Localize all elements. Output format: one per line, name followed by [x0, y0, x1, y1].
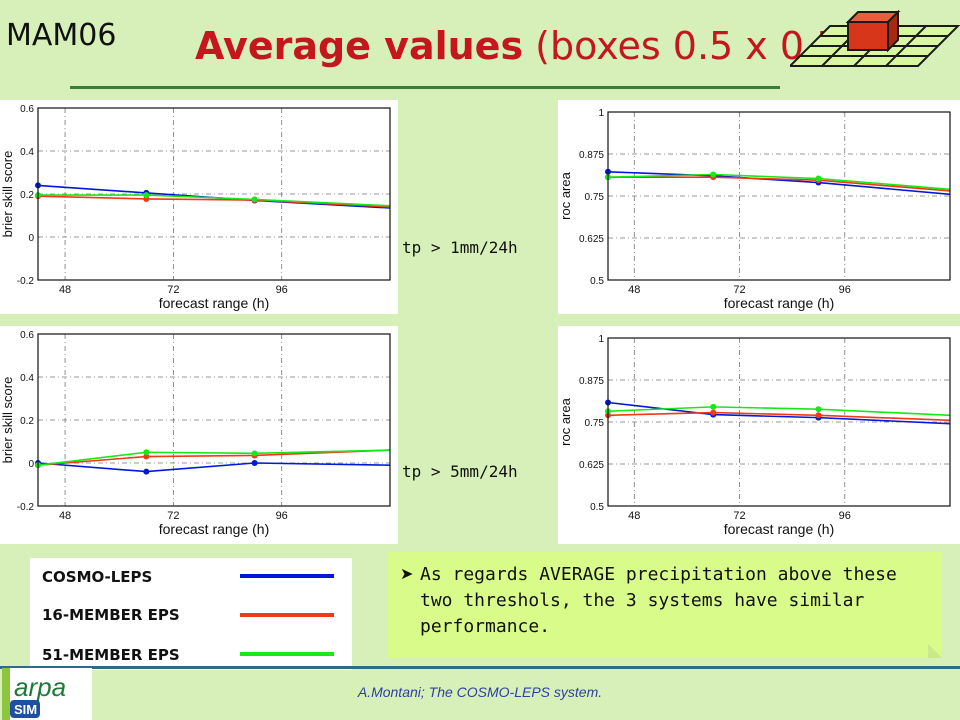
series-line-1 — [37, 195, 391, 208]
note-box: ➤ As regards AVERAGE precipitation above… — [388, 552, 942, 658]
legend-label-51-member-eps: 51-MEMBER EPS — [42, 646, 180, 664]
y-axis-label: roc area — [558, 171, 573, 219]
y-tick-label: 1 — [598, 108, 604, 119]
y-axis-label: roc area — [558, 397, 573, 445]
y-tick-label: 0.75 — [585, 192, 605, 203]
x-tick-label: 72 — [167, 510, 179, 522]
x-tick-label: 72 — [733, 284, 745, 296]
data-point — [710, 171, 717, 178]
plot-frame — [37, 333, 391, 507]
chart-panel-bss-1mm: -0.2 0 0.2 0.4 0.6 48 72 96 forecast range (h) br… — [0, 100, 398, 314]
chart-bss-5mm: -0.2 0 0.2 0.4 0.6 48 72 96 forecast range (h) br… — [0, 330, 391, 537]
y-tick-label: 0.6 — [20, 104, 34, 115]
chart-roc-5mm: 0.5 0.625 0.75 0.875 1 48 72 96 forecast range (… — [558, 334, 951, 537]
series-line-0 — [37, 462, 391, 473]
footer-credit: A.Montani; The COSMO-LEPS system. — [357, 684, 603, 700]
y-tick-label: 0.875 — [579, 376, 604, 387]
series-line-2 — [38, 194, 391, 207]
y-tick-label: 0.625 — [579, 234, 604, 245]
chart-roc-1mm: 0.5 0.625 0.75 0.875 1 48 72 96 forecast range (… — [558, 108, 951, 311]
threshold-label-5mm: tp > 5mm/24h — [402, 462, 518, 481]
y-tick-label: -0.2 — [17, 502, 35, 513]
y-tick-label: -0.2 — [17, 276, 35, 287]
data-point — [143, 449, 150, 456]
x-axis-label: forecast range (h) — [159, 521, 270, 537]
y-tick-label: 0.4 — [20, 147, 34, 158]
title-bold: Average values — [195, 24, 524, 68]
threshold-label-1mm: tp > 1mm/24h — [402, 238, 518, 257]
y-tick-label: 0.4 — [20, 373, 34, 384]
data-point — [815, 406, 822, 413]
data-point — [815, 412, 822, 419]
x-tick-label: 48 — [628, 284, 640, 296]
y-axis-label: brier skill score — [0, 151, 15, 238]
data-point — [251, 196, 258, 203]
legend: COSMO-LEPS 16-MEMBER EPS 51-MEMBER EPS — [30, 558, 352, 670]
series-line-2 — [607, 406, 951, 417]
data-point — [710, 403, 717, 410]
series-line-2 — [37, 449, 391, 466]
legend-line-51-member-eps — [240, 652, 334, 656]
series-line-1 — [607, 411, 951, 422]
x-axis-label: forecast range (h) — [159, 295, 270, 311]
y-tick-label: 0.6 — [20, 330, 34, 341]
slide-tag: MAM06 — [6, 18, 117, 53]
x-axis-label: forecast range (h) — [724, 521, 835, 537]
bullet-arrow-icon: ➤ — [400, 564, 414, 583]
y-tick-label: 0.5 — [590, 502, 604, 513]
data-point — [143, 192, 150, 199]
y-tick-label: 0.5 — [590, 276, 604, 287]
y-tick-label: 0.625 — [579, 460, 604, 471]
legend-label-cosmo-leps: COSMO-LEPS — [42, 568, 153, 586]
x-tick-label: 48 — [628, 510, 640, 522]
data-point — [251, 460, 258, 466]
grid-cube-icon — [790, 9, 960, 67]
plot-frame — [607, 111, 951, 281]
series-line-1 — [37, 449, 391, 466]
slide-title: Average values (boxes 0.5 x 0.5) — [195, 24, 855, 68]
footer-rule — [0, 666, 960, 669]
data-point — [710, 409, 717, 416]
y-axis-label: brier skill score — [0, 377, 15, 464]
page-fold-icon — [928, 644, 942, 658]
y-tick-label: 0.875 — [579, 150, 604, 161]
x-axis-label: forecast range (h) — [724, 295, 835, 311]
chart-panel-roc-1mm: 0.5 0.625 0.75 0.875 1 48 72 96 forecast range (… — [558, 100, 960, 314]
x-tick-label: 96 — [839, 284, 851, 296]
data-point — [143, 468, 150, 475]
x-tick-label: 96 — [276, 510, 288, 522]
y-tick-label: 0 — [28, 459, 34, 470]
chart-bss-1mm: -0.2 0 0.2 0.4 0.6 48 72 96 forecast range (h) br… — [0, 104, 391, 311]
y-tick-label: 1 — [598, 334, 604, 345]
data-point — [251, 450, 258, 457]
y-tick-label: 0 — [28, 233, 34, 244]
series-line-2 — [607, 173, 951, 191]
y-tick-label: 0.75 — [585, 418, 605, 429]
legend-line-cosmo-leps — [240, 574, 334, 578]
chart-panel-bss-5mm: -0.2 0 0.2 0.4 0.6 48 72 96 forecast range (h) br… — [0, 326, 398, 544]
x-tick-label: 48 — [59, 510, 71, 522]
x-tick-label: 72 — [733, 510, 745, 522]
y-tick-label: 0.2 — [20, 190, 34, 201]
svg-text:SIM: SIM — [14, 702, 37, 717]
data-point — [143, 453, 150, 460]
arpa-logo: arpa SIM — [2, 668, 92, 720]
x-tick-label: 48 — [59, 284, 71, 296]
x-tick-label: 96 — [839, 510, 851, 522]
data-point — [815, 175, 822, 182]
x-tick-label: 96 — [276, 284, 288, 296]
note-text: As regards AVERAGE precipitation above t… — [420, 564, 897, 637]
legend-line-16-member-eps — [240, 613, 334, 617]
chart-panel-roc-5mm: 0.5 0.625 0.75 0.875 1 48 72 96 forecast range (… — [558, 326, 960, 544]
series-line-1 — [608, 176, 951, 192]
title-underline — [70, 86, 780, 89]
y-tick-label: 0.2 — [20, 416, 34, 427]
plot-frame — [37, 107, 391, 281]
x-tick-label: 72 — [167, 284, 179, 296]
plot-frame — [607, 337, 951, 507]
svg-text:arpa: arpa — [14, 672, 66, 702]
legend-label-16-member-eps: 16-MEMBER EPS — [42, 606, 180, 624]
